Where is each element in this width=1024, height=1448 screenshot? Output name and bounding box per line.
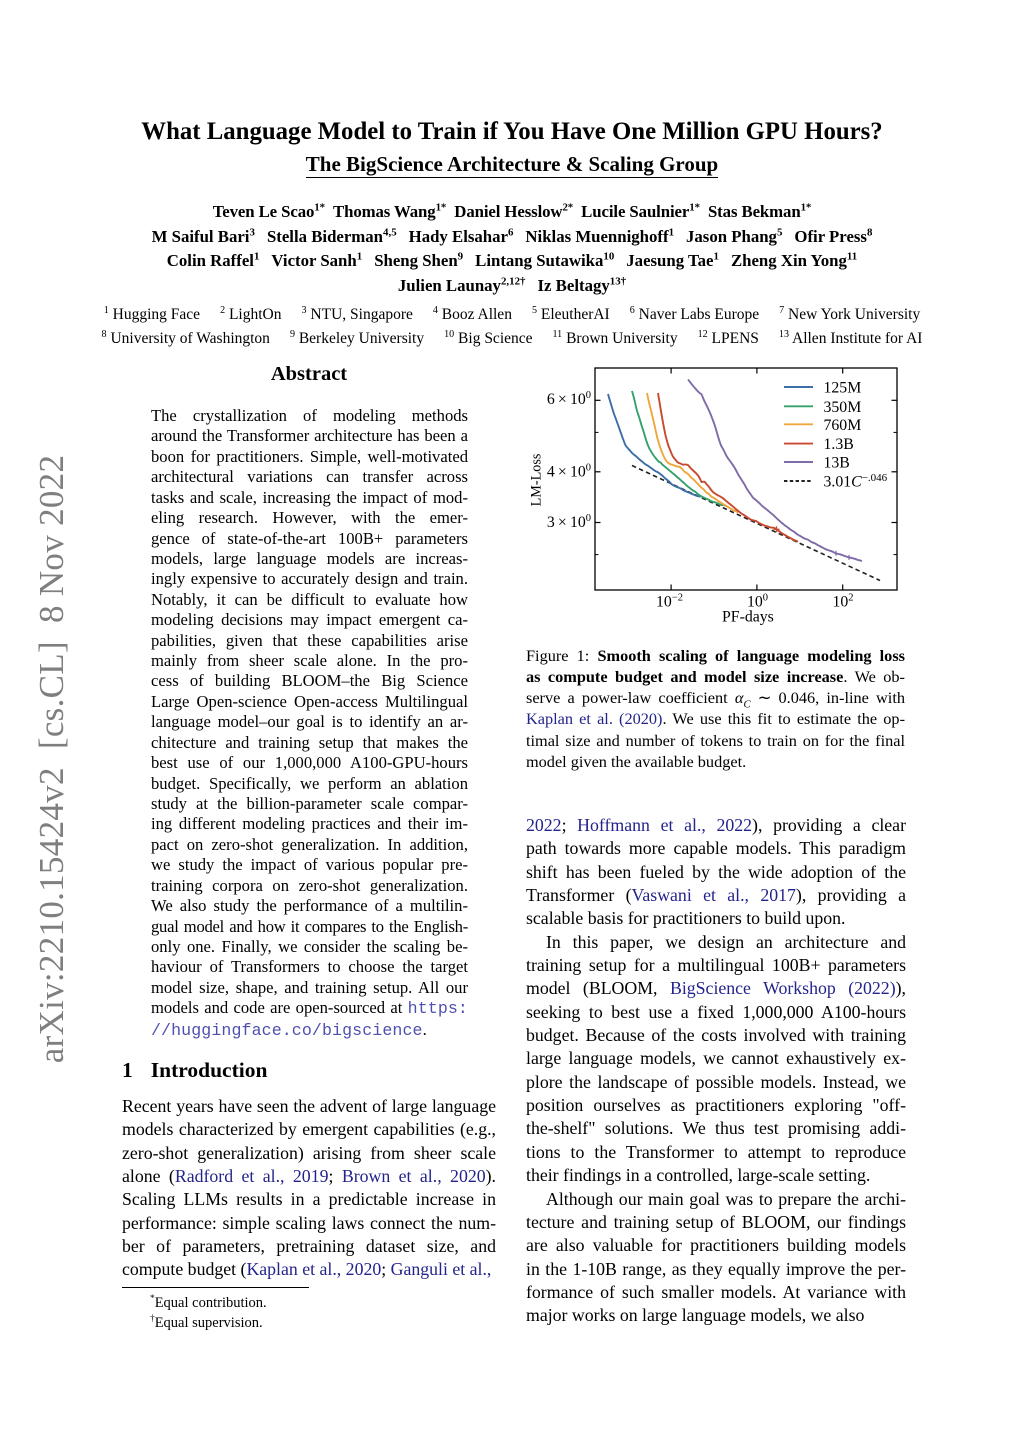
svg-text:350M: 350M [824,399,862,416]
svg-text:125M: 125M [824,380,862,397]
svg-text:760M: 760M [824,417,862,434]
svg-text:LM-Loss: LM-Loss [529,453,545,506]
svg-text:6 × 100: 6 × 100 [547,390,591,408]
svg-text:13B: 13B [824,455,850,472]
svg-text:100: 100 [747,593,768,611]
svg-text:10−2: 10−2 [656,593,683,611]
svg-text:102: 102 [833,593,854,611]
svg-text:PF-days: PF-days [722,609,774,626]
svg-text:3.01C−.046: 3.01C−.046 [824,472,888,491]
svg-text:1.3B: 1.3B [824,436,854,453]
svg-text:4 × 100: 4 × 100 [547,463,591,481]
svg-text:3 × 100: 3 × 100 [547,513,591,531]
